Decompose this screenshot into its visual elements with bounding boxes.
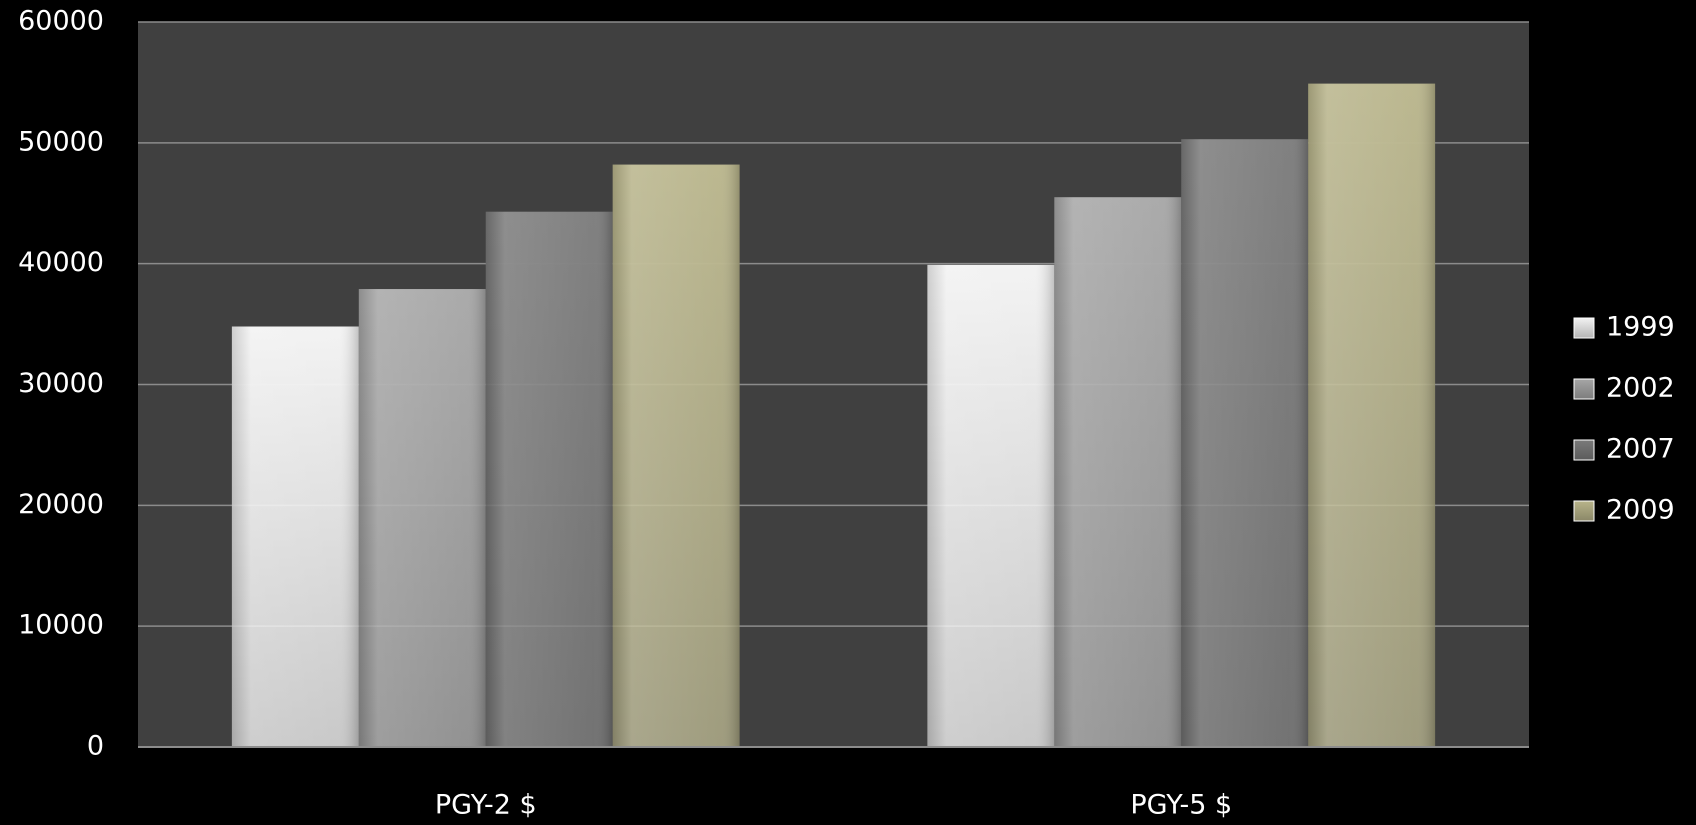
y-tick-label: 30000 <box>18 368 104 399</box>
legend-swatch <box>1573 439 1595 461</box>
x-tick-label: PGY-5 $ <box>1130 790 1232 821</box>
bar-shade <box>358 289 486 747</box>
legend-swatch <box>1573 500 1595 522</box>
bar-shade <box>612 164 740 748</box>
y-tick-label: 20000 <box>18 489 104 520</box>
legend-label: 2009 <box>1606 495 1675 526</box>
y-tick-label: 0 <box>87 731 104 762</box>
bar-shade <box>485 211 613 748</box>
legend-label: 2002 <box>1606 373 1675 404</box>
y-tick-label: 40000 <box>18 247 104 278</box>
y-tick-label: 10000 <box>18 610 104 641</box>
y-tick-label: 60000 <box>18 6 104 37</box>
legend-label: 1999 <box>1606 312 1675 343</box>
bar-shade <box>1054 197 1182 748</box>
legend-label: 2007 <box>1606 434 1675 465</box>
bar-shade <box>231 326 359 747</box>
legend-swatch <box>1573 317 1595 339</box>
legend-swatch <box>1573 378 1595 400</box>
y-tick-label: 50000 <box>18 126 104 157</box>
bar-shade <box>1181 139 1309 748</box>
bar-shade <box>927 264 1055 747</box>
x-tick-label: PGY-2 $ <box>435 790 537 821</box>
bar-shade <box>1308 83 1436 747</box>
